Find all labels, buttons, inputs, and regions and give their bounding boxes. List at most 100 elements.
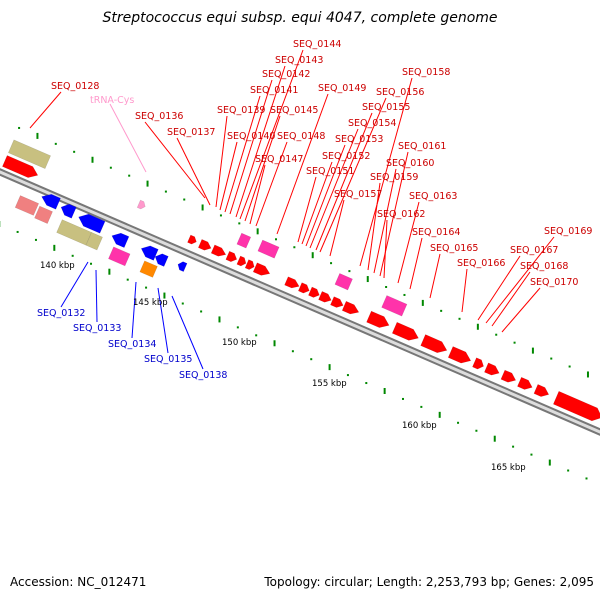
forward-label: SEQ_0153 [335,134,383,145]
tick-dot [530,453,533,456]
forward-label: SEQ_0142 [262,69,310,80]
forward-cds-shape [391,321,419,341]
rrna-feature [56,219,92,246]
forward-label: SEQ_0128 [51,81,99,92]
forward-cds [552,390,600,422]
forward-cds [484,362,500,376]
tick-dot [181,302,184,305]
tick-dot [403,293,406,296]
reverse-label: SEQ_0138 [179,370,227,381]
forward-label: SEQ_0165 [430,243,478,254]
forward-cds-shape [447,346,472,364]
forward-label: SEQ_0166 [457,258,505,269]
forward-label: SEQ_0151 [306,166,354,177]
forward-cds [244,259,255,270]
tick-label: 145 kbp [133,298,168,308]
forward-cds-shape [366,310,390,328]
tick-dot [73,150,76,153]
leader-line [477,255,521,321]
misc-feature-shape [236,232,252,249]
forward-cds-shape [236,255,247,267]
forward-label: SEQ_0167 [510,245,558,256]
leader-line [29,91,62,129]
tick-dot [348,270,351,273]
forward-cds [420,334,448,353]
tick-dot [365,382,368,385]
forward-label: SEQ_0156 [376,87,424,98]
forward-label: SEQ_0163 [409,191,457,202]
forward-cds [341,300,360,315]
leader-line [171,295,204,370]
tick-dot [219,214,222,217]
forward-cds-shape [500,369,517,383]
forward-cds-shape [187,234,197,245]
reverse-cds [154,253,169,267]
misc-feature-shape [108,246,131,267]
reverse-cds [111,232,130,248]
reverse-cds-shape [177,261,188,273]
leader-line [379,151,409,277]
forward-label: SEQ_0159 [370,172,418,183]
orange-feature [139,260,158,278]
forward-cds-shape [197,238,212,251]
reverse-cds-shape [111,232,130,248]
tick-dots [0,126,589,480]
forward-cds-shape [318,291,332,303]
reverse-cds [41,194,61,210]
forward-cds-shape [484,362,500,376]
leader-line [229,79,273,215]
leader-line [367,182,381,271]
backbone-ring [0,168,600,436]
tick-label: 160 kbp [402,421,437,431]
tick-dot [293,246,296,249]
leader-line [409,237,423,290]
tick-dot [16,230,19,233]
forward-cds [284,276,300,289]
forward-label: SEQ_0155 [362,102,410,113]
reverse-cds-shape [41,194,61,210]
forward-label: SEQ_0164 [412,227,460,238]
forward-cds [366,310,390,328]
reverse-cds-shape [140,245,159,261]
forward-label: SEQ_0145 [270,105,318,116]
reverse-label: SEQ_0134 [108,339,156,350]
forward-label: SEQ_0157 [334,189,382,200]
forward-cds [330,296,344,308]
tick-dot [585,477,588,480]
forward-cds-shape [244,259,255,270]
tick-label: 150 kbp [222,338,257,348]
orange-feature-shape [139,260,158,278]
forward-cds-shape [552,390,600,422]
leader-line [109,103,147,173]
misc-feature [257,239,280,259]
forward-cds-shape [533,384,550,397]
backbone-inner [0,170,600,434]
feature-labels: 140 kbp 145 kbp 150 kbp 155 kbp 160 kbp 165 k… [37,39,592,473]
tick-dot [513,341,516,344]
leader-line [60,261,89,308]
rrna-feature-shape [56,219,92,246]
misc-feature [381,295,408,317]
forward-cds [533,384,550,397]
reverse-cds [177,261,188,273]
trna-label: tRNA-Cys [90,95,134,106]
tick-dot [495,333,498,336]
forward-cds [210,244,227,257]
tick-dot [238,222,241,225]
reverse-cds-shape [78,213,106,234]
leader-line [397,201,420,284]
leader-line [359,77,413,267]
tick-dot [385,286,388,289]
rrna-feature [8,139,51,169]
reverse-cds-shape [154,253,169,267]
forward-cds-shape [2,155,39,178]
tick-dot [18,126,21,129]
forward-label: SEQ_0144 [293,39,341,50]
forward-cds-shape [297,282,310,294]
leader-line [219,141,238,211]
tick-dot [440,309,443,312]
leader-line [255,141,288,227]
leader-line [224,95,261,213]
tick-dot [128,174,131,177]
